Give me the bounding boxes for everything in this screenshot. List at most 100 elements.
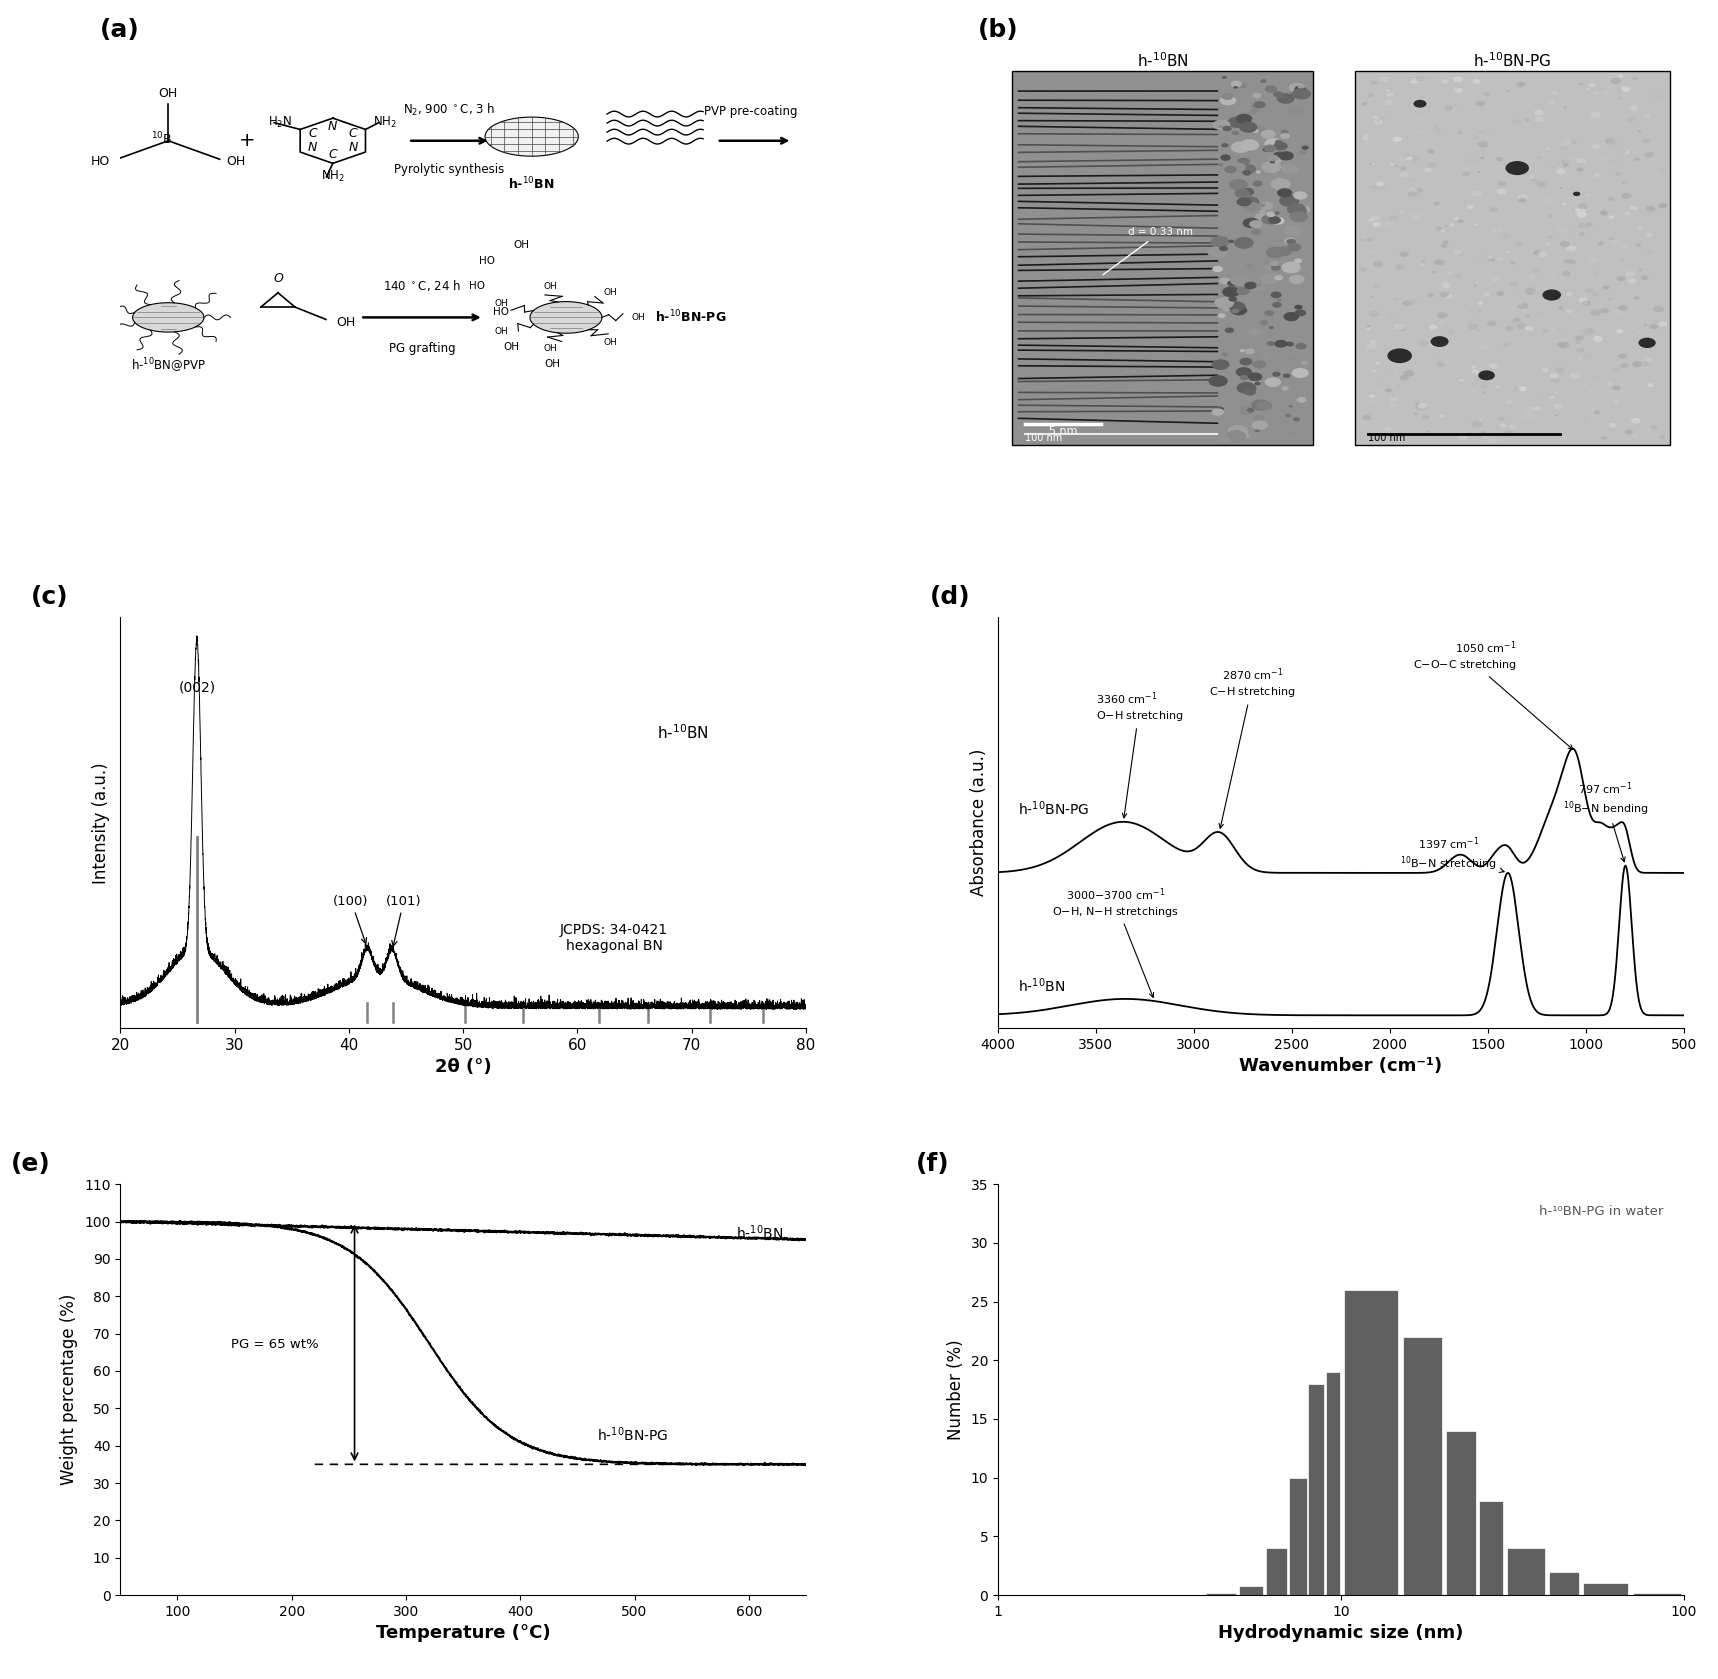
Circle shape	[1596, 230, 1599, 233]
Circle shape	[1211, 237, 1230, 247]
Circle shape	[1459, 435, 1467, 440]
Circle shape	[1575, 336, 1584, 341]
Circle shape	[1488, 437, 1498, 443]
Circle shape	[1275, 339, 1287, 348]
Circle shape	[1567, 309, 1572, 312]
Circle shape	[1624, 430, 1634, 435]
Circle shape	[1610, 237, 1613, 240]
Circle shape	[1280, 196, 1290, 203]
Circle shape	[1400, 212, 1404, 213]
Circle shape	[1536, 156, 1541, 160]
Circle shape	[1223, 307, 1228, 312]
Circle shape	[1283, 373, 1290, 378]
Circle shape	[1453, 76, 1464, 82]
Circle shape	[1598, 242, 1605, 245]
Circle shape	[1496, 156, 1503, 161]
Circle shape	[1385, 388, 1392, 393]
Circle shape	[1581, 329, 1591, 336]
Circle shape	[1380, 116, 1385, 119]
Circle shape	[1240, 139, 1259, 151]
Circle shape	[1371, 437, 1378, 440]
Circle shape	[1630, 418, 1641, 423]
Circle shape	[1239, 349, 1246, 353]
Circle shape	[1380, 76, 1390, 82]
Circle shape	[1455, 250, 1462, 255]
Circle shape	[1546, 148, 1550, 149]
Circle shape	[1584, 302, 1587, 304]
Circle shape	[1428, 149, 1435, 154]
Circle shape	[1290, 260, 1301, 265]
Circle shape	[1653, 94, 1661, 99]
Circle shape	[1235, 114, 1252, 124]
Circle shape	[1624, 183, 1632, 188]
Circle shape	[1593, 175, 1598, 178]
Circle shape	[1550, 378, 1560, 383]
Circle shape	[1453, 393, 1457, 395]
Circle shape	[1398, 366, 1405, 369]
Circle shape	[1486, 321, 1496, 326]
Circle shape	[1373, 260, 1383, 267]
Text: C: C	[308, 128, 316, 141]
Circle shape	[1366, 324, 1371, 327]
Text: OH: OH	[514, 240, 529, 250]
Circle shape	[1550, 396, 1555, 400]
Circle shape	[1460, 163, 1464, 166]
Circle shape	[1371, 81, 1378, 84]
Circle shape	[1490, 207, 1498, 212]
Circle shape	[1555, 391, 1558, 395]
Circle shape	[1362, 415, 1371, 420]
Circle shape	[1282, 386, 1288, 391]
Circle shape	[1613, 400, 1618, 403]
Circle shape	[1273, 151, 1287, 160]
Circle shape	[1252, 420, 1268, 430]
Circle shape	[1208, 374, 1228, 386]
Circle shape	[1275, 139, 1282, 144]
Circle shape	[1252, 92, 1261, 97]
Circle shape	[1247, 408, 1254, 413]
Circle shape	[1608, 160, 1618, 165]
Circle shape	[1271, 77, 1278, 82]
Circle shape	[1462, 99, 1469, 102]
Circle shape	[1252, 379, 1261, 386]
Circle shape	[1416, 188, 1423, 193]
Circle shape	[1435, 225, 1443, 230]
Circle shape	[1579, 415, 1584, 418]
Text: HO: HO	[469, 280, 484, 290]
Circle shape	[1498, 416, 1505, 421]
Circle shape	[1213, 265, 1223, 272]
Circle shape	[1543, 368, 1548, 373]
Circle shape	[1435, 259, 1445, 265]
Text: OH: OH	[605, 337, 618, 346]
Bar	[1288, 1478, 1307, 1595]
Circle shape	[1405, 76, 1414, 82]
Circle shape	[1584, 287, 1593, 294]
Circle shape	[1254, 428, 1259, 432]
Circle shape	[1368, 94, 1374, 97]
Circle shape	[1508, 425, 1517, 430]
Circle shape	[1660, 321, 1666, 326]
Circle shape	[1282, 262, 1301, 274]
Text: OH: OH	[227, 154, 246, 168]
Text: h-$^{10}$BN: h-$^{10}$BN	[1017, 977, 1065, 996]
Circle shape	[1242, 433, 1251, 438]
Circle shape	[1479, 371, 1495, 379]
Text: (b): (b)	[978, 18, 1019, 42]
Circle shape	[1457, 131, 1464, 134]
Circle shape	[1488, 257, 1493, 259]
Circle shape	[1388, 349, 1412, 363]
Circle shape	[1644, 151, 1654, 158]
Circle shape	[1261, 215, 1278, 225]
Circle shape	[1280, 139, 1299, 149]
Circle shape	[1572, 210, 1575, 212]
Circle shape	[1481, 432, 1486, 435]
Circle shape	[1258, 284, 1261, 285]
Circle shape	[1526, 289, 1536, 296]
Text: C: C	[349, 128, 357, 141]
Circle shape	[1288, 275, 1304, 284]
Circle shape	[1268, 217, 1282, 223]
Circle shape	[1273, 91, 1283, 97]
Circle shape	[1275, 212, 1280, 215]
Circle shape	[1383, 426, 1392, 432]
Circle shape	[1445, 225, 1447, 227]
Circle shape	[1362, 284, 1369, 287]
